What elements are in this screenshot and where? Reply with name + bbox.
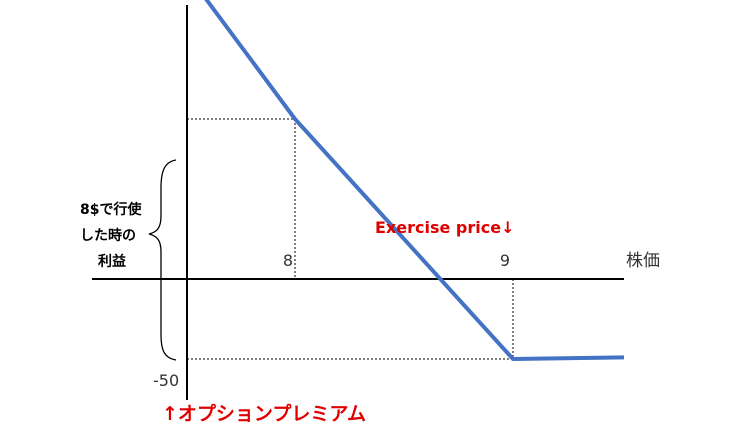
- tick-label-8: 8: [283, 251, 293, 270]
- tick-label-9: 9: [500, 251, 510, 270]
- dotted-guides: [187, 118, 514, 360]
- profit-label-line-3: 利益: [98, 253, 126, 270]
- profit-brace: [148, 159, 177, 361]
- exercise-price-label: Exercise price↓: [375, 218, 514, 237]
- payoff-line: [204, 0, 625, 361]
- tick-label-minus-50: -50: [153, 371, 179, 390]
- option-premium-label: ↑オプションプレミアム: [162, 402, 366, 425]
- profit-label-line-1: 8$で行使: [80, 201, 142, 218]
- x-axis-name: 株価: [626, 251, 660, 271]
- profit-label-line-2: した時の: [80, 227, 136, 244]
